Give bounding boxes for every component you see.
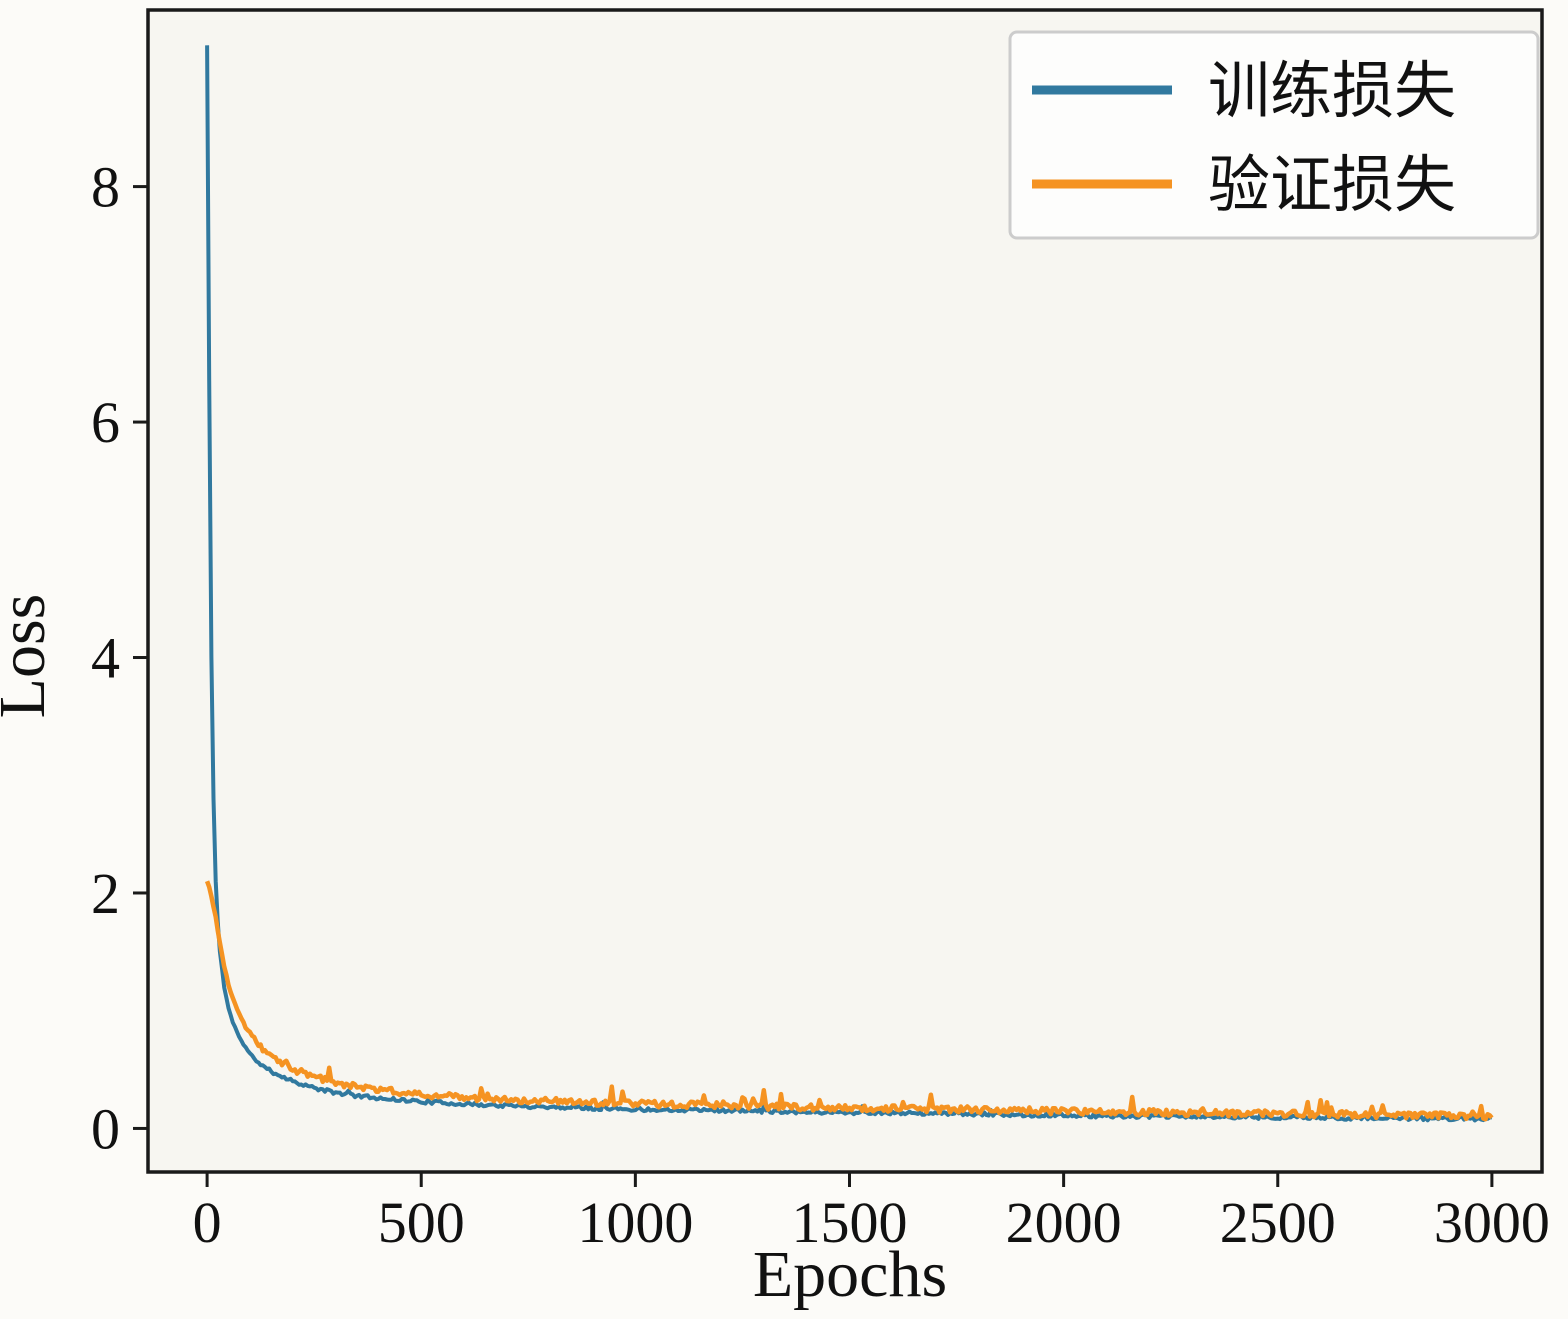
series-line-1	[204, 880, 1494, 1122]
x-tick-label: 1000	[577, 1190, 693, 1255]
x-axis-label: Epochs	[753, 1238, 947, 1311]
x-tick-label: 0	[193, 1190, 222, 1255]
x-tick-label: 500	[378, 1190, 465, 1255]
y-tick-label: 4	[91, 626, 120, 691]
axes-spines	[146, 8, 1544, 1174]
x-tick-label: 2500	[1220, 1190, 1336, 1255]
y-tick-label: 0	[91, 1096, 120, 1161]
x-tick-label: 2000	[1006, 1190, 1122, 1255]
legend-label-training-loss: 训练损失	[1208, 58, 1456, 126]
y-axis-label: Loss	[0, 594, 59, 719]
legend-label-validation-loss: 验证损失	[1208, 152, 1456, 220]
legend: 训练损失 验证损失	[1008, 30, 1540, 240]
y-tick-label: 8	[91, 155, 120, 220]
axis-tick-labels: 0 500 1000 1500 2000 2500 3000 0 2 4 6 8	[91, 155, 1550, 1255]
series-line-0	[205, 45, 1492, 1123]
y-tick-label: 2	[91, 861, 120, 926]
y-tick-label: 6	[91, 390, 120, 455]
series-lines	[204, 45, 1494, 1123]
axis-ticks	[133, 185, 1494, 1187]
x-tick-label: 3000	[1434, 1190, 1550, 1255]
x-tick-label: 1500	[791, 1190, 907, 1255]
